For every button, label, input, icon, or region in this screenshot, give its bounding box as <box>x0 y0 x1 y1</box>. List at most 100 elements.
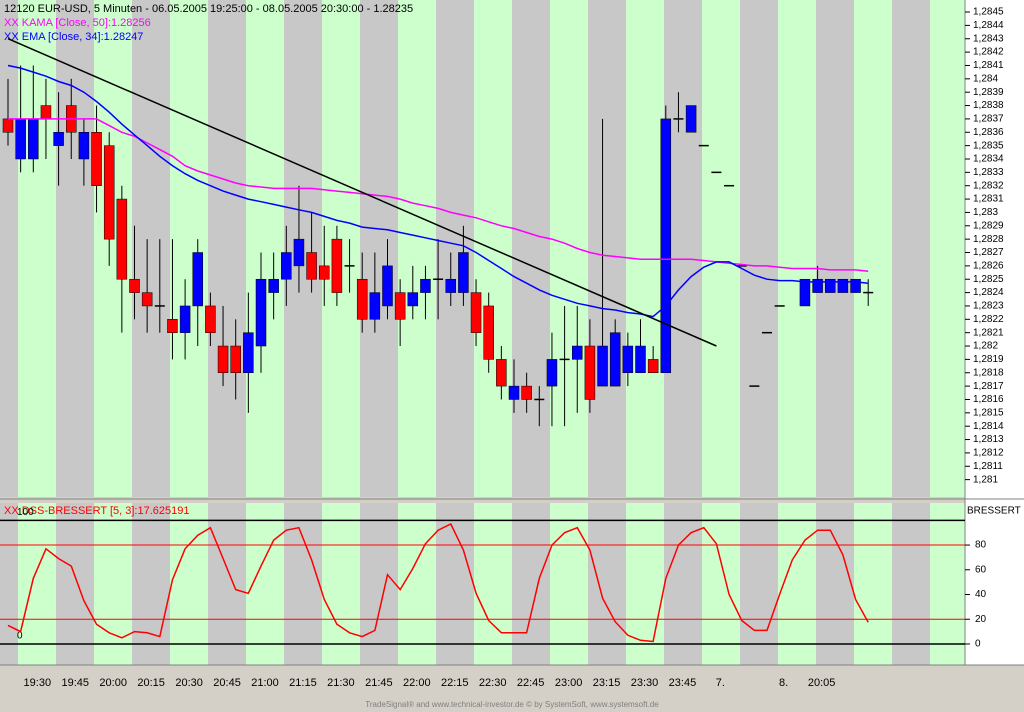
x-tick-label: 19:45 <box>61 677 89 689</box>
stripe <box>664 503 702 665</box>
candle-body <box>255 278 267 347</box>
stripe <box>208 0 246 497</box>
stripe <box>398 0 436 497</box>
candle-body <box>179 305 191 333</box>
indicator-line <box>8 118 869 272</box>
y-tick-label: 1,2834 <box>973 154 1004 165</box>
candle-body <box>369 292 381 320</box>
x-tick-label: 22:00 <box>403 677 431 689</box>
candle-body <box>609 332 621 387</box>
candle-body <box>458 252 469 293</box>
candle-body <box>711 171 722 174</box>
y-tick-label: 1,2812 <box>973 448 1004 459</box>
candle-body <box>344 265 355 267</box>
stripe <box>170 503 208 665</box>
indicator-line <box>7 64 869 318</box>
stripe <box>892 0 930 497</box>
candle-body <box>407 292 419 307</box>
stripe <box>246 503 284 665</box>
candle-body <box>685 105 697 133</box>
stripe <box>778 503 816 665</box>
x-tick-label: 21:15 <box>289 677 317 689</box>
y-tick-label: 1,2826 <box>973 261 1004 272</box>
candle-body <box>268 278 279 293</box>
y-tick-label: 1,2829 <box>973 220 1004 231</box>
stripe <box>322 503 360 665</box>
candle-body <box>647 359 659 373</box>
x-tick-label: 8. <box>779 677 788 689</box>
y-tick-label: 1,2821 <box>973 327 1004 338</box>
candle-body <box>129 278 140 293</box>
y-tick-label: 60 <box>975 564 987 575</box>
x-tick-label: 23:45 <box>669 677 697 689</box>
candle-body <box>15 118 26 160</box>
candle-body <box>40 105 52 120</box>
candle-body <box>534 398 545 401</box>
stripe <box>512 503 550 665</box>
candle-body <box>394 292 406 320</box>
x-tick-label: 19:30 <box>24 677 52 689</box>
candle-body <box>192 252 203 307</box>
candle-body <box>572 345 583 360</box>
candle-body <box>356 278 368 320</box>
stripe <box>550 0 588 497</box>
y-tick-label: 1,2823 <box>973 301 1004 312</box>
stripe <box>132 0 170 497</box>
y-tick-label: 40 <box>975 589 987 600</box>
x-tick-label: 20:05 <box>808 677 836 689</box>
candle-body <box>698 144 709 147</box>
stripe <box>170 0 208 497</box>
y-tick-label: 1,2839 <box>973 87 1004 98</box>
x-tick-label: 23:30 <box>631 677 659 689</box>
x-tick-label: 22:15 <box>441 677 469 689</box>
stripe <box>474 503 512 665</box>
footer: TradeSignal® and www.technical-investor.… <box>365 700 659 709</box>
x-tick-label: 20:30 <box>175 677 203 689</box>
y-tick-label: 1,284 <box>973 73 998 84</box>
y-tick-label: 1,2827 <box>973 247 1004 258</box>
candle-body <box>331 238 343 293</box>
background <box>0 0 965 665</box>
candle-body <box>825 278 836 293</box>
x-tick-label: 21:45 <box>365 677 393 689</box>
y-tick-label: 0 <box>975 639 981 650</box>
y-tick-label: 1,2828 <box>973 234 1004 245</box>
y-tick-label: 1,2842 <box>973 47 1004 58</box>
candle-body <box>660 118 672 373</box>
stripe <box>246 0 284 497</box>
candle-body <box>483 305 494 360</box>
candle-body <box>762 331 772 334</box>
candle-body <box>116 198 128 280</box>
y-tick-label: 1,2841 <box>973 60 1004 71</box>
candle-body <box>749 385 760 387</box>
legend-entry: XX EMA [Close, 34]:1.28247 <box>4 31 143 43</box>
candle-body <box>28 118 39 160</box>
candle-body <box>78 132 90 160</box>
x-tick-label: 20:00 <box>99 677 127 689</box>
stripe <box>930 0 965 497</box>
trend-line <box>7 38 717 347</box>
candle-body <box>2 118 14 133</box>
y-tick-label: 1,2824 <box>973 287 1004 298</box>
candle-body <box>597 345 608 387</box>
y-tick-label: 1,2836 <box>973 127 1004 138</box>
y-tick-label: 1,2817 <box>973 381 1004 392</box>
y-tick-label: 1,2822 <box>973 314 1004 325</box>
stripe <box>512 0 550 497</box>
candle-body <box>319 265 330 280</box>
y-tick-label: 80 <box>975 540 987 551</box>
y-tick-label: 1,2843 <box>973 33 1004 44</box>
stripe <box>0 503 18 665</box>
candle-body <box>205 305 216 333</box>
candle-body <box>584 345 596 400</box>
indicator-title: XX DSS-BRESSERT [5, 3]:17.625191 <box>4 505 189 517</box>
x-tick-label: 20:15 <box>137 677 165 689</box>
stripe <box>930 503 965 665</box>
candle-body <box>799 278 811 307</box>
legend-entry: XX KAMA [Close, 50]:1.28256 <box>4 17 151 29</box>
candle-body <box>559 358 570 361</box>
stripe <box>550 503 588 665</box>
chart-title: 12120 EUR-USD, 5 Minuten - 06.05.2005 19… <box>4 3 413 15</box>
y-tick-label: 1,2825 <box>973 274 1004 285</box>
